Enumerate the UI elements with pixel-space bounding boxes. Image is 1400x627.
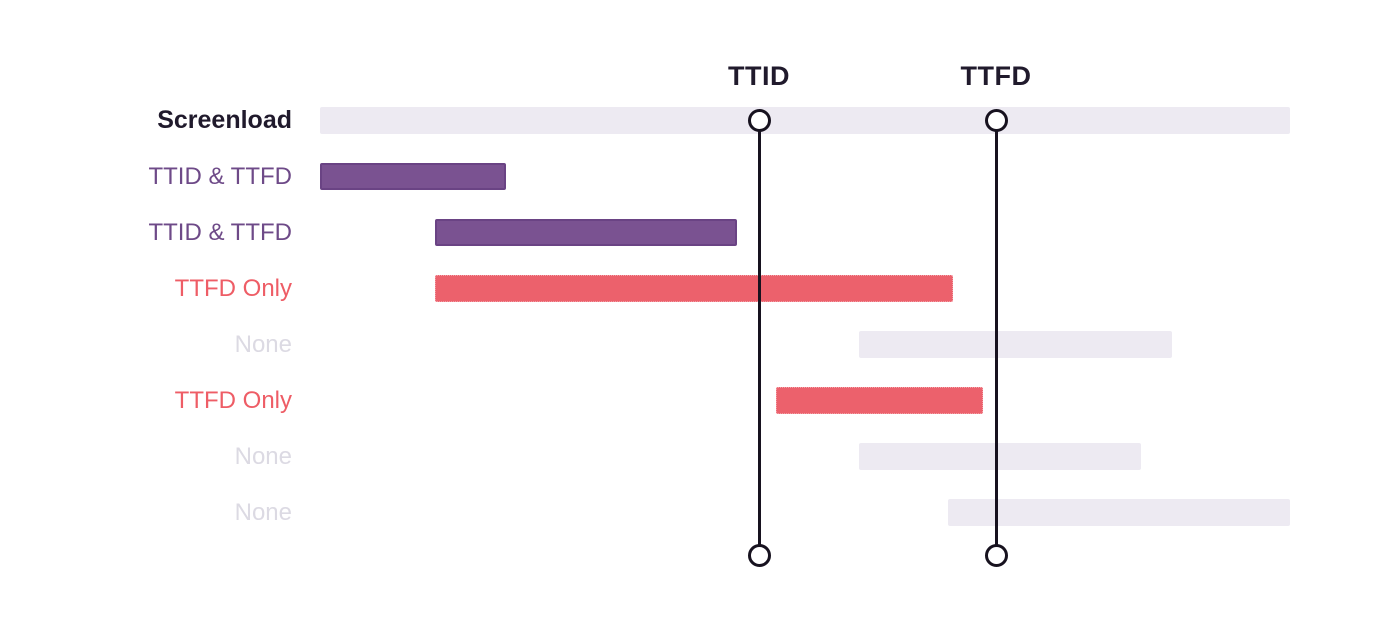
ttfd-marker-start-circle bbox=[984, 108, 1008, 132]
ttid-marker-end-circle bbox=[747, 543, 771, 567]
row-label-ttfd-only: TTFD Only bbox=[174, 275, 292, 302]
row-label-ttid-ttfd: TTID & TTFD bbox=[148, 163, 292, 190]
span-bar-none bbox=[859, 331, 1172, 358]
row-label-none: None bbox=[234, 499, 292, 526]
span-bar-ttid-ttfd bbox=[435, 219, 737, 246]
span-bar-screenload bbox=[320, 107, 1290, 134]
span-bar-none bbox=[948, 499, 1290, 526]
ttfd-marker-line bbox=[994, 120, 998, 555]
ttid-marker-line bbox=[757, 120, 761, 555]
row-label-ttid-ttfd: TTID & TTFD bbox=[148, 219, 292, 246]
row-label-screenload: Screenload bbox=[157, 106, 292, 134]
span-bar-none bbox=[859, 443, 1141, 470]
row-label-none: None bbox=[234, 331, 292, 358]
span-bar-ttfd-only bbox=[435, 275, 953, 302]
ttfd-marker-end-circle bbox=[984, 543, 1008, 567]
ttfd-marker-title: TTFD bbox=[960, 61, 1032, 91]
span-bar-ttid-ttfd bbox=[320, 163, 506, 190]
row-label-ttfd-only: TTFD Only bbox=[174, 387, 292, 414]
row-label-none: None bbox=[234, 443, 292, 470]
ttid-marker-start-circle bbox=[747, 108, 771, 132]
ttid-marker-title: TTID bbox=[728, 61, 790, 91]
span-bar-ttfd-only bbox=[776, 387, 983, 414]
